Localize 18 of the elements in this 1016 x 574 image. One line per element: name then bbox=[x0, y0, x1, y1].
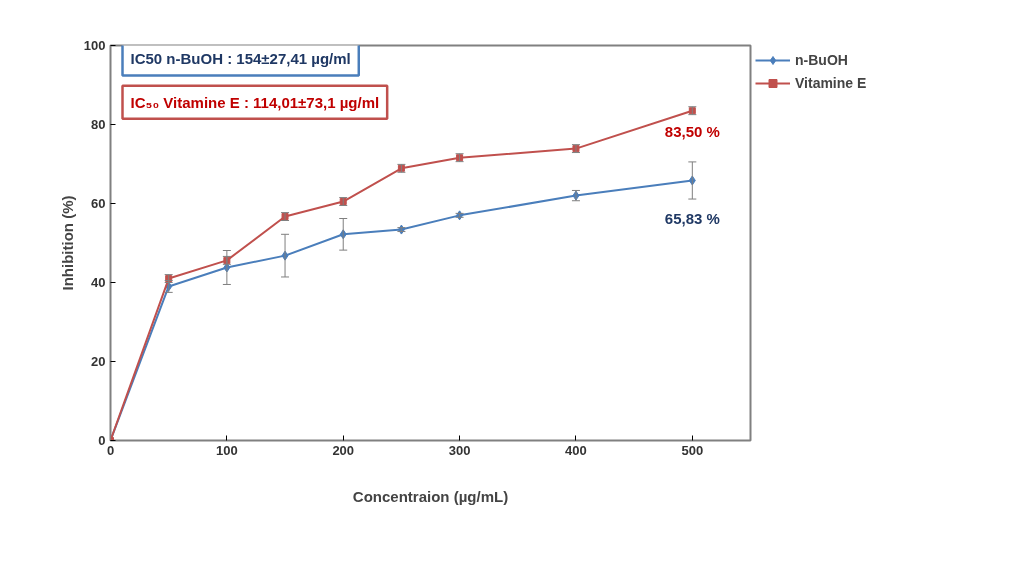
y-tick-label: 60 bbox=[91, 196, 106, 211]
y-tick-label: 80 bbox=[91, 117, 106, 132]
y-tick-label: 40 bbox=[91, 275, 106, 290]
x-axis-title: Concentraion (µg/mL) bbox=[352, 487, 509, 505]
y-tick-label: 20 bbox=[91, 354, 106, 369]
x-tick-label: 300 bbox=[448, 442, 471, 458]
x-tick-label: 200 bbox=[332, 442, 355, 458]
y-tick-label: 100 bbox=[83, 38, 106, 53]
x-tick-label: 400 bbox=[565, 442, 587, 458]
y-axis-title: Inhibition (%) bbox=[58, 195, 76, 291]
annotation: IC50 n-BuOH : 154±27,41 µg/ml bbox=[130, 50, 351, 68]
x-tick-label: 100 bbox=[216, 442, 238, 458]
x-tick-label: 500 bbox=[681, 442, 704, 458]
annotation: 65,83 % bbox=[664, 210, 720, 228]
legend-label: Vitamine E bbox=[795, 75, 867, 91]
legend-label: n-BuOH bbox=[795, 52, 849, 68]
annotation: 83,50 % bbox=[664, 122, 720, 140]
annotation: IC₅₀ Vitamine E : 114,01±73,1 µg/ml bbox=[130, 93, 380, 111]
